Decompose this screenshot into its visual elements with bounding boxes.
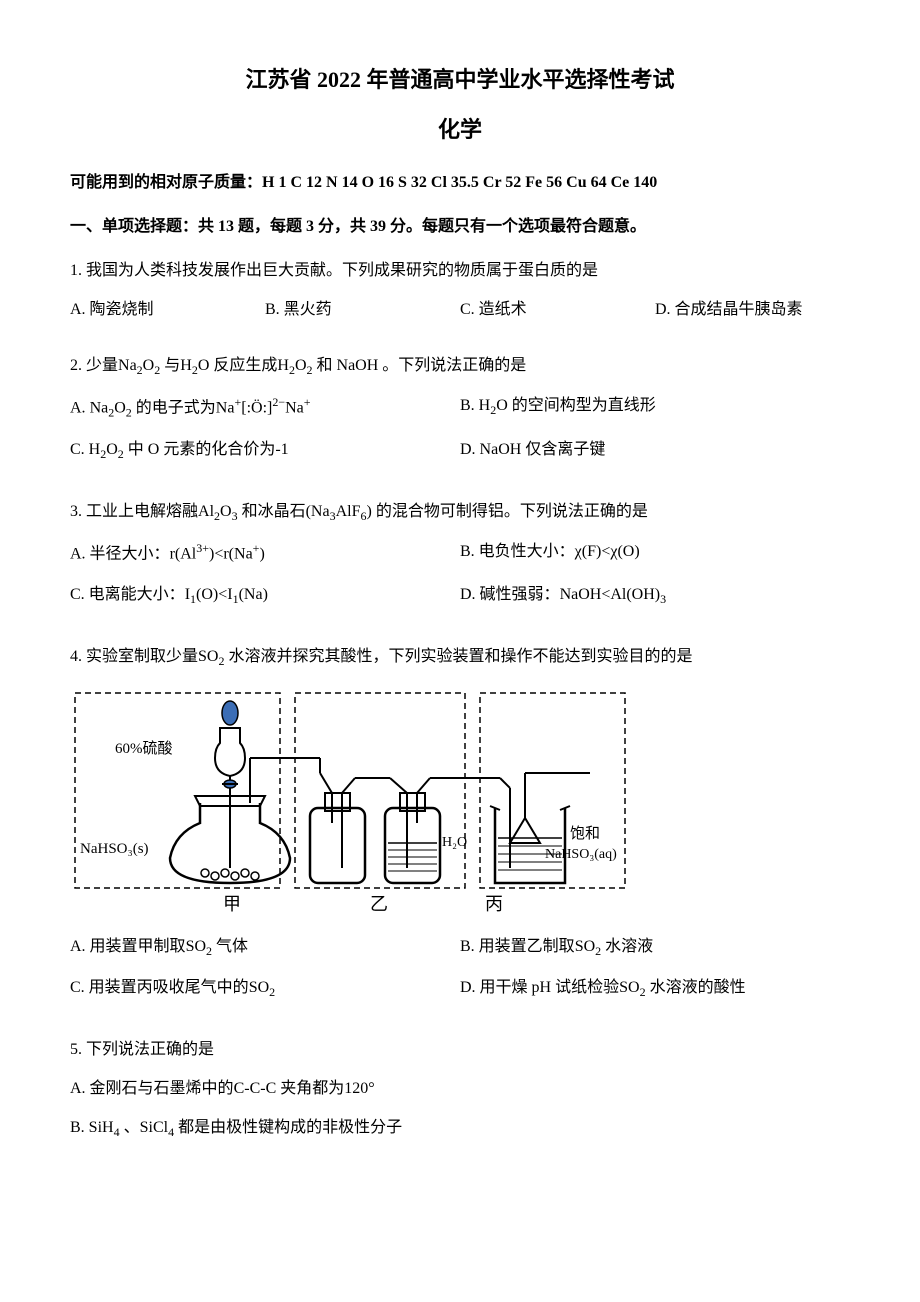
fig-cap-3: 丙 [485,894,503,914]
q2-num: 2. [70,357,82,374]
q2-b-txt: 的空间构型为直线形 [512,397,656,414]
q4-d-suf: 水溶液的酸性 [650,979,746,996]
q3-pre: 工业上电解熔融 [86,503,198,520]
q4-c-pre: C. 用装置丙吸收尾气中的 [70,979,249,996]
q3-opt-c: C. 电离能大小：I1(O)<I1(Na) [70,581,460,611]
q4-num: 4. [70,648,82,665]
fig-label-h2o: H₂O [442,835,467,850]
q5-num: 5. [70,1041,82,1058]
q4-opt-c: C. 用装置丙吸收尾气中的SO2 [70,974,460,1004]
q2-c-pre: C. [70,441,89,458]
q2-b-pre: B. [460,397,479,414]
q5-a-pre: A. 金刚石与石墨烯中的 [70,1080,234,1097]
q3-opt-d: D. 碱性强弱：NaOH<Al(OH)3 [460,581,850,611]
fig-label-nahso3s: NaHSO₃(s) [80,841,149,857]
q5-stem: 5. 下列说法正确的是 [70,1036,850,1065]
q5-opt-b: B. SiH4 、SiCl4 都是由极性键构成的非极性分子 [70,1114,850,1144]
q1-opt-c: C. 造纸术 [460,296,655,325]
section-1-header: 一、单项选择题：共 13 题，每题 3 分，共 39 分。每题只有一个选项最符合… [70,213,850,242]
q4-stem: 4. 实验室制取少量SO2 水溶液并探究其酸性，下列实验装置和操作不能达到实验目… [70,643,850,673]
q2-opt-c: C. H2O2 中 O 元素的化合价为-1 [70,436,460,466]
question-2: 2. 少量Na2O2 与H2O 反应生成H2O2 和 NaOH 。下列说法正确的… [70,352,850,478]
q4-opt-d: D. 用干燥 pH 试纸检验SO2 水溶液的酸性 [460,974,850,1004]
q3-stem: 3. 工业上电解熔融Al2O3 和冰晶石(Na3AlF6) 的混合物可制得铝。下… [70,498,850,528]
q3-opt-b: B. 电负性大小：χ(F)<χ(O) [460,538,850,569]
q2-opt-d: D. NaOH 仅含离子键 [460,436,850,466]
q1-stem: 1. 我国为人类科技发展作出巨大贡献。下列成果研究的物质属于蛋白质的是 [70,257,850,286]
q1-text: 我国为人类科技发展作出巨大贡献。下列成果研究的物质属于蛋白质的是 [86,262,598,279]
q5-b-suf: 都是由极性键构成的非极性分子 [178,1119,402,1136]
q3-mid2: 的混合物可制得铝。下列说法正确的是 [376,503,648,520]
q1-opt-d: D. 合成结晶牛胰岛素 [655,296,850,325]
q3-mid1: 和冰晶石 [242,503,306,520]
q4-a-pre: A. 用装置甲制取 [70,938,186,955]
q1-num: 1. [70,262,82,279]
subject-title: 化学 [70,110,850,150]
q2-mid1: 与 [164,357,180,374]
q5-b-pre: B. [70,1119,89,1136]
q4-pre: 实验室制取少量 [86,648,198,665]
q3-opt-a: A. 半径大小：r(Al3+)<r(Na+) [70,538,460,569]
q5-a-suf: 夹角都为 [280,1080,344,1097]
q5-text: 下列说法正确的是 [86,1041,214,1058]
fig-label-sat: 饱和 [570,825,600,842]
q2-stem: 2. 少量Na2O2 与H2O 反应生成H2O2 和 NaOH 。下列说法正确的… [70,352,850,382]
q3-a-txt: A. 半径大小： [70,545,170,562]
q2-a-mid: 的电子式为 [136,399,216,416]
masses-label: 可能用到的相对原子质量： [70,174,262,191]
fig-cap-2: 乙 [370,894,388,914]
question-5: 5. 下列说法正确的是 A. 金刚石与石墨烯中的C-C-C 夹角都为120° B… [70,1036,850,1143]
masses-list: H 1 C 12 N 14 O 16 S 32 Cl 35.5 Cr 52 Fe… [262,174,657,191]
q4-b-suf: 水溶液 [605,938,653,955]
q2-mid2: 反应生成 [213,357,277,374]
atomic-masses: 可能用到的相对原子质量：H 1 C 12 N 14 O 16 S 32 Cl 3… [70,169,850,198]
exam-title: 江苏省 2022 年普通高中学业水平选择性考试 [70,60,850,100]
q5-a-mid: C-C-C [234,1080,277,1097]
q3-d-txt: NaOH<Al(OH) [560,586,661,603]
q4-b-pre: B. 用装置乙制取 [460,938,575,955]
fig-label-nahso3aq: NaHSO₃(aq) [545,847,617,862]
q2-a-pre: A. [70,399,90,416]
q3-c-pre: C. 电离能大小： [70,586,185,603]
q4-opt-b: B. 用装置乙制取SO2 水溶液 [460,933,850,963]
question-4: 4. 实验室制取少量SO2 水溶液并探究其酸性，下列实验装置和操作不能达到实验目… [70,643,850,1016]
q1-opt-a: A. 陶瓷烧制 [70,296,265,325]
q4-d-pre: D. 用干燥 pH 试纸检验 [460,979,619,996]
q4-a-suf: 气体 [216,938,248,955]
q2-c-txt: 中 O 元素的化合价为-1 [128,441,289,458]
q4-figure: 60%硫酸 NaHSO₃(s) H₂O [70,688,850,918]
q3-d-pre: D. 碱性强弱： [460,586,560,603]
fig-cap-1: 甲 [223,894,241,914]
question-1: 1. 我国为人类科技发展作出巨大贡献。下列成果研究的物质属于蛋白质的是 A. 陶… [70,257,850,333]
q5-a-ang: 120° [344,1080,374,1097]
q1-opt-b: B. 黑火药 [265,296,460,325]
q5-opt-a: A. 金刚石与石墨烯中的C-C-C 夹角都为120° [70,1075,850,1104]
q2-mid3: 和 NaOH 。下列说法正确的是 [317,357,527,374]
q4-mid: 水溶液并探究其酸性，下列实验装置和操作不能达到实验目的的是 [228,648,692,665]
q2-opt-a: A. Na2O2 的电子式为Na+[:Ö:]2−Na+ [70,392,460,424]
q3-num: 3. [70,503,82,520]
q2-pre: 少量 [86,357,118,374]
q5-b-mid: 、 [124,1119,140,1136]
fig-label-acid: 60%硫酸 [115,740,173,757]
question-3: 3. 工业上电解熔融Al2O3 和冰晶石(Na3AlF6) 的混合物可制得铝。下… [70,498,850,623]
q2-opt-b: B. H2O 的空间构型为直线形 [460,392,850,424]
q4-opt-a: A. 用装置甲制取SO2 气体 [70,933,460,963]
